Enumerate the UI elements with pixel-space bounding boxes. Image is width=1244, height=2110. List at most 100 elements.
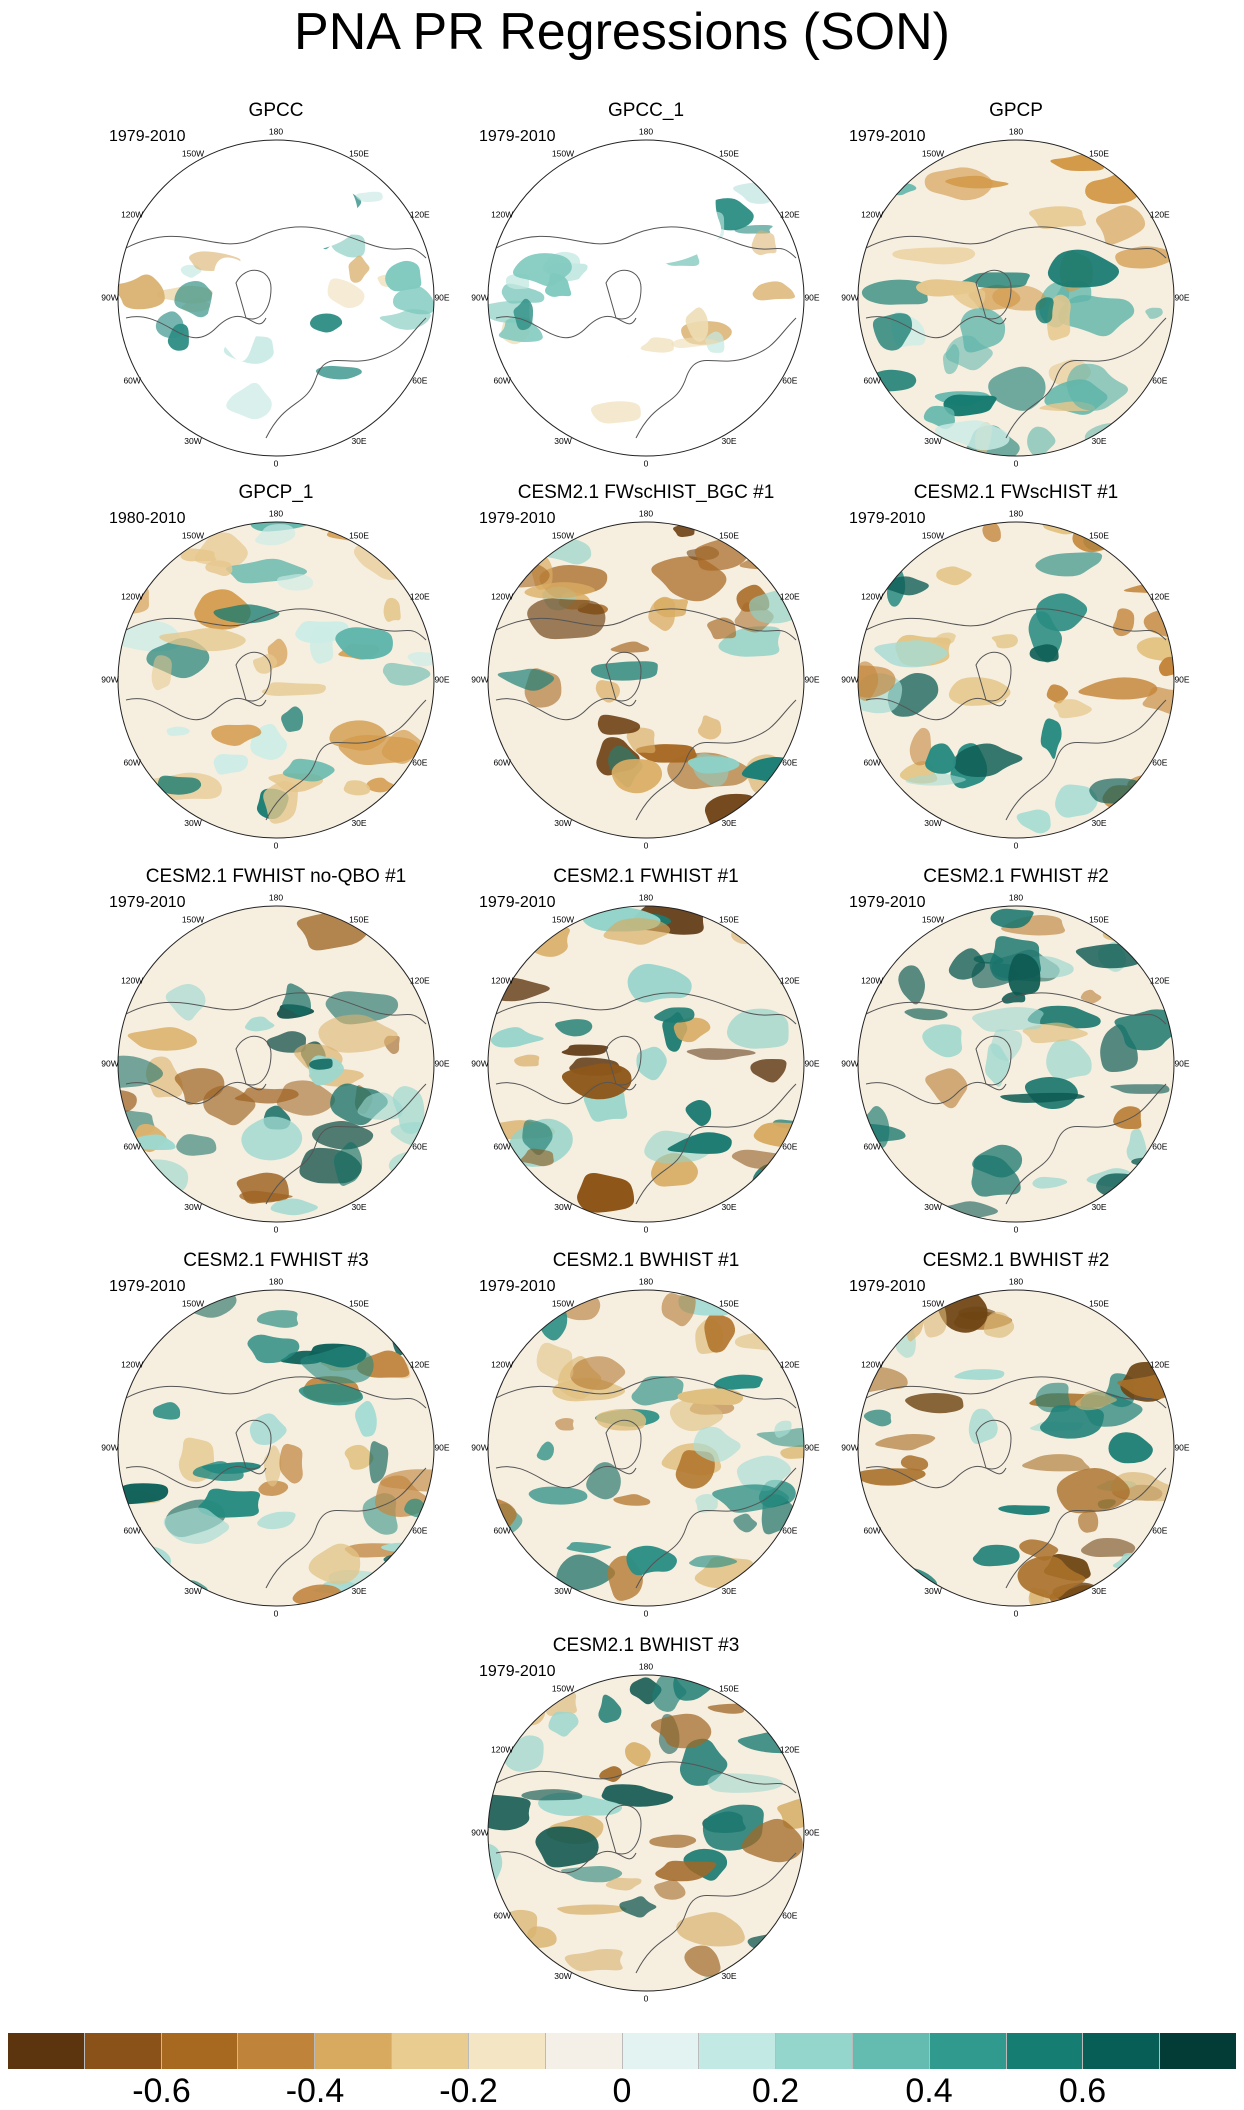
longitude-label: 60E bbox=[412, 1525, 427, 1535]
colorbar bbox=[8, 2033, 1236, 2069]
longitude-label: 120E bbox=[780, 209, 800, 219]
longitude-label: 180 bbox=[1009, 1276, 1023, 1286]
longitude-label: 30E bbox=[1091, 436, 1106, 446]
longitude-label: 30W bbox=[554, 1586, 571, 1596]
panel-period: 1979-2010 bbox=[479, 894, 556, 911]
map-panel: 180 150E 120E 90E 60E 30E 0 30W 60W 90W 120W 150W CE… bbox=[830, 866, 1202, 1246]
longitude-label: 180 bbox=[1009, 892, 1023, 902]
map-panel: 180 150E 120E 90E 60E 30E 0 30W 60W 90W 120W 150W CE… bbox=[460, 1635, 832, 2015]
longitude-label: 0 bbox=[274, 1608, 279, 1618]
longitude-label: 90E bbox=[434, 674, 449, 684]
panel-title: CESM2.1 BWHIST #3 bbox=[552, 1635, 740, 1656]
longitude-label: 30E bbox=[351, 436, 366, 446]
longitude-label: 30W bbox=[184, 1202, 201, 1212]
polar-map: 180 150E 120E 90E 60E 30E 0 30W 60W 90W 120W 150W bbox=[101, 508, 450, 850]
longitude-label: 150W bbox=[182, 148, 204, 158]
longitude-label: 150W bbox=[182, 914, 204, 924]
longitude-label: 150E bbox=[1089, 914, 1109, 924]
longitude-label: 90W bbox=[841, 674, 858, 684]
longitude-label: 120E bbox=[410, 975, 430, 985]
longitude-label: 90E bbox=[804, 292, 819, 302]
colorbar-swatch bbox=[1083, 2033, 1161, 2069]
longitude-label: 120W bbox=[121, 975, 143, 985]
longitude-label: 150W bbox=[922, 530, 944, 540]
longitude-label: 90E bbox=[804, 1442, 819, 1452]
map-panel: 180 150E 120E 90E 60E 30E 0 30W 60W 90W 120W 150W GP… bbox=[460, 100, 832, 480]
longitude-label: 180 bbox=[1009, 126, 1023, 136]
longitude-label: 60W bbox=[123, 1525, 140, 1535]
longitude-label: 60W bbox=[123, 1141, 140, 1151]
longitude-label: 30W bbox=[924, 1202, 941, 1212]
longitude-label: 90E bbox=[1174, 1442, 1189, 1452]
longitude-label: 150E bbox=[719, 914, 739, 924]
panel-period: 1979-2010 bbox=[849, 510, 926, 527]
longitude-label: 0 bbox=[274, 1224, 279, 1234]
colorbar-swatch bbox=[776, 2033, 853, 2069]
longitude-label: 150E bbox=[719, 1298, 739, 1308]
colorbar-tick-label: 0.6 bbox=[1058, 2072, 1107, 2110]
longitude-label: 120E bbox=[1150, 591, 1170, 601]
longitude-label: 90W bbox=[471, 674, 488, 684]
longitude-label: 60W bbox=[863, 757, 880, 767]
longitude-label: 60W bbox=[493, 1141, 510, 1151]
colorbar-swatch bbox=[699, 2033, 777, 2069]
longitude-label: 180 bbox=[639, 508, 653, 518]
colorbar-swatch bbox=[468, 2033, 546, 2069]
longitude-label: 90W bbox=[841, 292, 858, 302]
longitude-label: 60W bbox=[493, 1910, 510, 1920]
colorbar-tick-label: 0 bbox=[612, 2072, 632, 2110]
longitude-label: 0 bbox=[1014, 458, 1019, 468]
colorbar-swatch bbox=[238, 2033, 316, 2069]
longitude-label: 60E bbox=[782, 1525, 797, 1535]
longitude-label: 120E bbox=[780, 1744, 800, 1754]
longitude-label: 90E bbox=[1174, 292, 1189, 302]
colorbar-swatch bbox=[392, 2033, 469, 2069]
longitude-label: 120W bbox=[861, 975, 883, 985]
panel-period: 1979-2010 bbox=[849, 128, 926, 145]
polar-map: 180 150E 120E 90E 60E 30E 0 30W 60W 90W 120W 150W bbox=[841, 1276, 1190, 1618]
longitude-label: 0 bbox=[644, 1608, 649, 1618]
panel-period: 1979-2010 bbox=[479, 1278, 556, 1295]
longitude-label: 150E bbox=[719, 530, 739, 540]
map-panel: 180 150E 120E 90E 60E 30E 0 30W 60W 90W 120W 150W CE… bbox=[90, 866, 462, 1246]
colorbar-swatch bbox=[315, 2033, 393, 2069]
page-title: PNA PR Regressions (SON) bbox=[294, 3, 950, 61]
longitude-label: 150E bbox=[349, 914, 369, 924]
longitude-label: 60W bbox=[863, 1525, 880, 1535]
longitude-label: 90E bbox=[434, 1442, 449, 1452]
longitude-label: 120E bbox=[1150, 209, 1170, 219]
longitude-label: 30E bbox=[1091, 1586, 1106, 1596]
colorbar-tick-label: 0.2 bbox=[751, 2072, 800, 2110]
longitude-label: 0 bbox=[644, 1993, 649, 2003]
panel-title: CESM2.1 FWHIST #1 bbox=[553, 866, 739, 887]
longitude-label: 30E bbox=[721, 436, 736, 446]
longitude-label: 0 bbox=[1014, 1224, 1019, 1234]
panel-title: CESM2.1 FWHIST #3 bbox=[183, 1250, 369, 1271]
longitude-label: 90W bbox=[101, 674, 118, 684]
longitude-label: 120W bbox=[491, 209, 513, 219]
longitude-label: 120E bbox=[780, 591, 800, 601]
panel-title: GPCP bbox=[989, 100, 1043, 121]
colorbar-swatch bbox=[161, 2033, 239, 2069]
panel-title: CESM2.1 BWHIST #1 bbox=[552, 1250, 740, 1271]
polar-map: 180 150E 120E 90E 60E 30E 0 30W 60W 90W 120W 150W bbox=[471, 1661, 820, 2003]
longitude-label: 60E bbox=[782, 1141, 797, 1151]
longitude-label: 120W bbox=[121, 591, 143, 601]
longitude-label: 150E bbox=[349, 148, 369, 158]
panel-period: 1979-2010 bbox=[849, 894, 926, 911]
longitude-label: 150E bbox=[719, 1683, 739, 1693]
longitude-label: 120E bbox=[1150, 1359, 1170, 1369]
panel-period: 1979-2010 bbox=[479, 1663, 556, 1680]
longitude-label: 30W bbox=[924, 436, 941, 446]
longitude-label: 150E bbox=[349, 530, 369, 540]
colorbar-labels: -0.6 -0.4 -0.2 0 0.2 0.4 0.6 bbox=[8, 2072, 1236, 2110]
polar-map: 180 150E 120E 90E 60E 30E 0 30W 60W 90W 120W 150W bbox=[841, 892, 1190, 1234]
longitude-label: 90W bbox=[471, 1827, 488, 1837]
longitude-label: 90W bbox=[471, 1058, 488, 1068]
longitude-label: 120W bbox=[861, 591, 883, 601]
panel-title: GPCC_1 bbox=[607, 100, 685, 121]
longitude-label: 180 bbox=[269, 126, 283, 136]
panel-title: CESM2.1 FWscHIST_BGC #1 bbox=[517, 482, 775, 503]
polar-map: 180 150E 120E 90E 60E 30E 0 30W 60W 90W 120W 150W bbox=[841, 508, 1190, 850]
longitude-label: 120W bbox=[861, 1359, 883, 1369]
